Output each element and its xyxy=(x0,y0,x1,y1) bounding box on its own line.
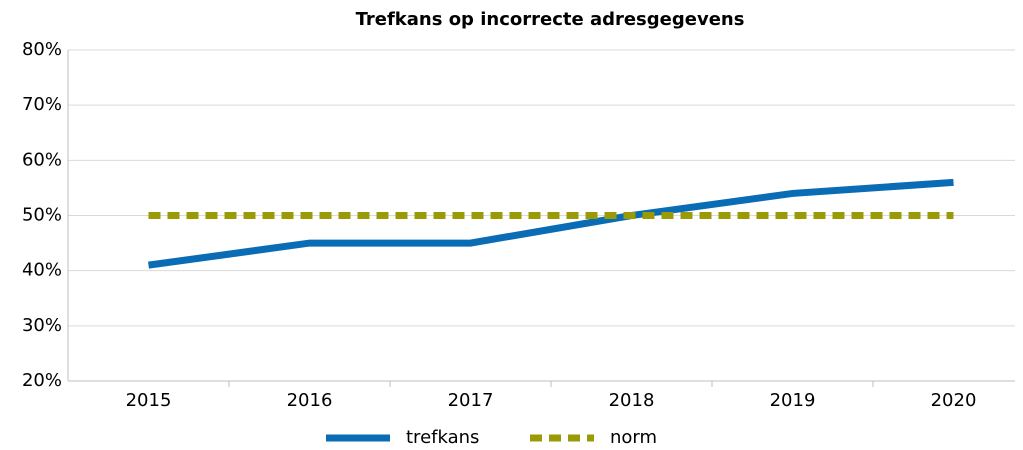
x-tick-label: 2020 xyxy=(931,390,977,411)
x-tick-label: 2016 xyxy=(287,390,333,411)
y-tick-label: 80% xyxy=(22,39,62,60)
legend-label: norm xyxy=(610,427,657,448)
y-tick-label: 30% xyxy=(22,315,62,336)
chart-title: Trefkans op incorrecte adresgegevens xyxy=(356,9,745,30)
legend-label: trefkans xyxy=(406,427,479,448)
y-tick-label: 50% xyxy=(22,205,62,226)
y-tick-label: 20% xyxy=(22,370,62,391)
series-line xyxy=(148,178,954,269)
y-tick-label: 40% xyxy=(22,260,62,281)
x-tick-label: 2017 xyxy=(448,390,494,411)
x-tick-label: 2018 xyxy=(609,390,655,411)
y-tick-label: 60% xyxy=(22,149,62,170)
x-tick-label: 2015 xyxy=(126,390,172,411)
x-tick-label: 2019 xyxy=(770,390,816,411)
y-tick-label: 70% xyxy=(22,94,62,115)
